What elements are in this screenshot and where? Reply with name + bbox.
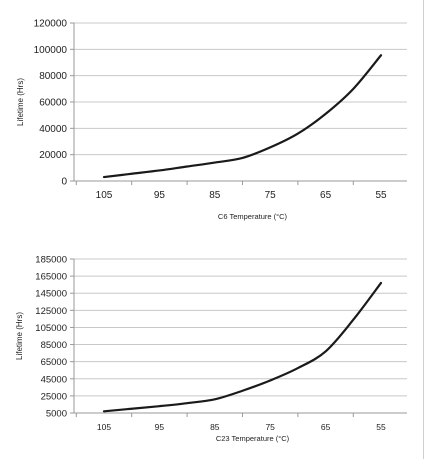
x-tick-label: 95 — [154, 190, 166, 201]
x-tick-label: 65 — [320, 190, 332, 201]
x-tick-label: 55 — [375, 190, 387, 201]
y-tick-label: 185000 — [35, 255, 67, 266]
series-line — [102, 54, 383, 179]
series-line — [102, 281, 383, 413]
y-axis-title: Lifetime (Hrs) — [16, 78, 25, 126]
y-tick-label: 145000 — [35, 289, 67, 300]
y-tick-label: 25000 — [41, 391, 67, 402]
x-tick-label: 75 — [265, 190, 277, 201]
x-tick-label: 85 — [210, 422, 220, 432]
y-tick-label: 65000 — [41, 357, 67, 368]
x-tick-label: 65 — [321, 422, 331, 432]
y-tick-label: 40000 — [39, 124, 67, 135]
y-axis-title: Lifetime (Hrs) — [15, 312, 24, 360]
y-tick-label: 120000 — [34, 19, 68, 30]
x-axis-title: C23 Temperature (°C) — [216, 434, 290, 443]
x-tick-label: 55 — [376, 422, 386, 432]
x-tick-label: 105 — [96, 190, 113, 201]
x-tick-label: 105 — [97, 422, 111, 432]
y-tick-label: 60000 — [39, 98, 67, 109]
chart-1: 0 20000 40000 60000 80000 100000 120000 105 95 85… — [16, 19, 407, 221]
x-tick-label: 75 — [265, 422, 275, 432]
y-tick-label: 85000 — [41, 340, 67, 351]
y-tick-label: 0 — [61, 177, 67, 188]
y-tick-label: 5000 — [46, 409, 67, 420]
x-axis-title: C6 Temperature (°C) — [218, 212, 288, 221]
y-tick-label: 125000 — [35, 306, 67, 317]
page-edge-rule — [423, 0, 424, 459]
chart-2: 5000 25000 45000 65000 85000 105000 125000 1450… — [15, 255, 407, 443]
y-tick-label: 105000 — [35, 323, 67, 334]
y-tick-label: 80000 — [39, 71, 67, 82]
y-tick-label: 45000 — [41, 374, 67, 385]
y-tick-label: 165000 — [35, 272, 67, 283]
x-tick-label: 95 — [155, 422, 165, 432]
y-tick-label: 20000 — [39, 150, 67, 161]
y-tick-label: 100000 — [34, 45, 68, 56]
x-tick-label: 85 — [209, 190, 221, 201]
